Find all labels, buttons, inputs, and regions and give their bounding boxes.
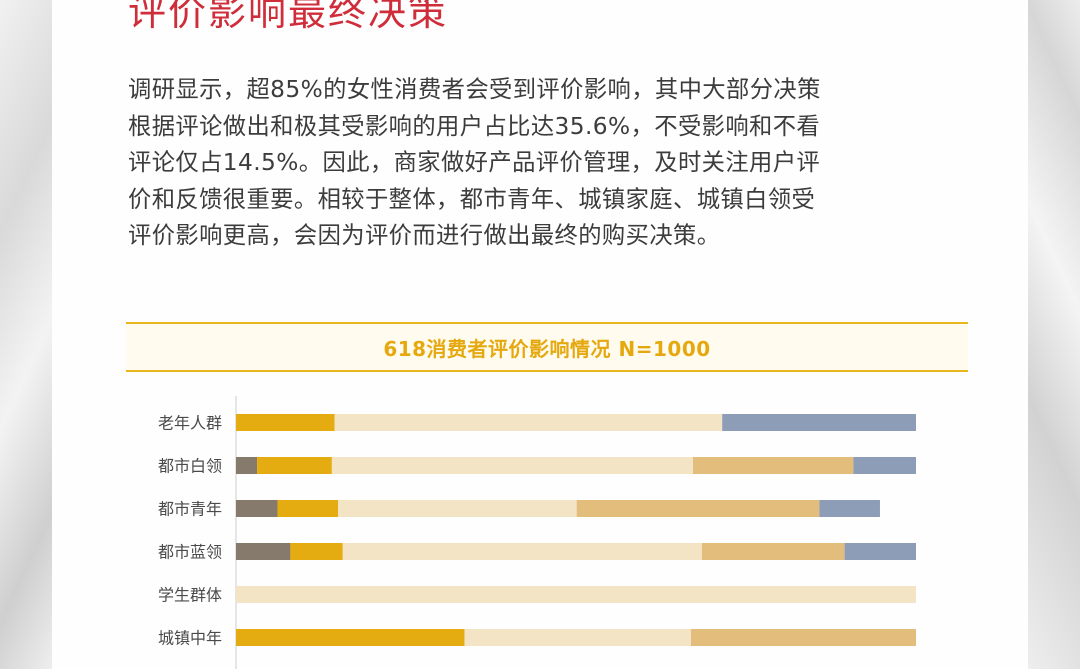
bar-segment [290, 543, 343, 560]
paragraph-line: 根据评论做出和极其受影响的用户占比达35.6%，不受影响和不看 [128, 112, 821, 140]
category-label: 都市蓝领 [158, 543, 222, 562]
description-paragraph: 调研显示，超85%的女性消费者会受到评价影响，其中大部分决策 根据评论做出和极其… [128, 72, 956, 255]
category-label: 学生群体 [158, 586, 222, 605]
paragraph-line: 评论仅占14.5%。因此，商家做好产品评价管理，及时关注用户评 [128, 149, 821, 176]
bar-segment [236, 500, 278, 517]
bar-segment [236, 543, 291, 560]
bar-segment [722, 414, 916, 431]
chart-title: 618消费者评价影响情况 N=1000 [383, 336, 711, 361]
bar-segment [331, 457, 693, 474]
bar-segment [236, 629, 465, 646]
bar-segment [464, 629, 691, 646]
bar-segment [236, 457, 258, 474]
category-label: 都市青年 [158, 500, 222, 519]
bar-segment [342, 543, 702, 560]
paragraph-line: 价和反馈很重要。相较于整体，都市青年、城镇家庭、城镇白领受 [128, 185, 816, 213]
section-heading: 评价影响最终决策 [128, 0, 449, 34]
paragraph-line: 评价影响更高，会因为评价而进行做出最终的购买决策。 [128, 222, 721, 249]
category-label: 老年人群 [158, 414, 222, 433]
bar-segment [236, 414, 335, 431]
category-label: 城镇中年 [158, 629, 222, 648]
background-right-decoration [1028, 0, 1080, 669]
category-label: 都市白领 [158, 457, 222, 476]
background-left-decoration [0, 0, 52, 669]
bar-segment [701, 543, 845, 560]
bar-segment [338, 500, 577, 517]
bar-segment [819, 500, 880, 517]
paragraph-line: 调研显示，超85%的女性消费者会受到评价影响，其中大部分决策 [128, 76, 821, 103]
bar-segment [257, 457, 332, 474]
bar-segment [277, 500, 338, 517]
bar-segment [844, 543, 916, 560]
bar-segment [690, 629, 916, 646]
bar-segment [692, 457, 854, 474]
bar-segment [334, 414, 723, 431]
chart-title-band: 618消费者评价影响情况 N=1000 [126, 322, 968, 372]
bar-segment [853, 457, 916, 474]
bar-segment [236, 586, 916, 603]
bar-segment [576, 500, 820, 517]
